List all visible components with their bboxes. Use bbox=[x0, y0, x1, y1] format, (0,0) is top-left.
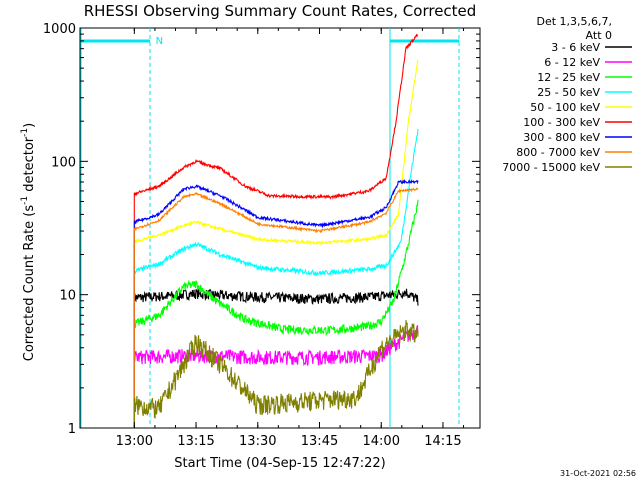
y-axis-label-exp1: -1 bbox=[20, 196, 30, 205]
legend-label: 6 - 12 keV bbox=[544, 56, 600, 69]
x-axis-label: Start Time (04-Sep-15 12:47:22) bbox=[174, 456, 385, 471]
x-tick-label: 14:00 bbox=[363, 434, 400, 449]
y-axis-label-mid: detector bbox=[22, 136, 37, 196]
y-axis-label-end: ) bbox=[22, 123, 37, 128]
series-line bbox=[133, 59, 419, 428]
legend-label: 100 - 300 keV bbox=[523, 116, 600, 129]
legend-label: 25 - 50 keV bbox=[537, 86, 600, 99]
legend-label: 800 - 7000 keV bbox=[516, 146, 600, 159]
chart-title: RHESSI Observing Summary Count Rates, Co… bbox=[84, 2, 477, 20]
legend-label: 7000 - 15000 keV bbox=[502, 161, 600, 174]
legend-label: 50 - 100 keV bbox=[530, 101, 600, 114]
x-tick-label: 13:00 bbox=[116, 434, 153, 449]
y-axis-label-main: Corrected Count Rate (s bbox=[22, 205, 37, 362]
legend-header: Att 0 bbox=[586, 29, 612, 42]
legend-header: Det 1,3,5,6,7, bbox=[536, 15, 612, 28]
y-axis-label-exp2: -1 bbox=[20, 128, 30, 137]
y-tick-label: 1 bbox=[68, 422, 76, 437]
plot-area: N bbox=[79, 27, 481, 429]
timestamp-footer: 31-Oct-2021 02:56 bbox=[560, 469, 636, 478]
x-tick-label: 13:30 bbox=[239, 434, 276, 449]
x-axis-ticks: 13:00 13:15 13:30 13:45 14:00 14:15 bbox=[116, 28, 465, 449]
legend-label: 300 - 800 keV bbox=[523, 131, 600, 144]
x-tick-label: 13:45 bbox=[301, 434, 338, 449]
legend-label: 12 - 25 keV bbox=[537, 71, 600, 84]
series-line bbox=[133, 178, 419, 428]
legend: Det 1,3,5,6,7,Att 03 - 6 keV 6 - 12 keV 12… bbox=[502, 15, 632, 174]
series-line bbox=[133, 325, 419, 428]
annotation-label: N bbox=[156, 36, 163, 47]
legend-label: 3 - 6 keV bbox=[551, 41, 600, 54]
y-tick-label: 10 bbox=[59, 289, 76, 304]
series-line bbox=[133, 129, 419, 428]
series-line bbox=[133, 33, 418, 428]
y-tick-label: 100 bbox=[51, 155, 76, 170]
series-line bbox=[133, 320, 419, 428]
plot-frame bbox=[79, 27, 481, 429]
y-tick-label: 1000 bbox=[43, 22, 76, 37]
series-line bbox=[133, 288, 419, 428]
x-tick-label: 13:15 bbox=[177, 434, 214, 449]
series-line bbox=[133, 187, 419, 428]
series-line bbox=[133, 199, 419, 428]
x-tick-label: 14:15 bbox=[424, 434, 461, 449]
y-axis-label: Corrected Count Rate (s-1 detector-1) bbox=[20, 123, 37, 361]
y-axis-ticks: 1 10 100 1000 bbox=[43, 22, 480, 437]
